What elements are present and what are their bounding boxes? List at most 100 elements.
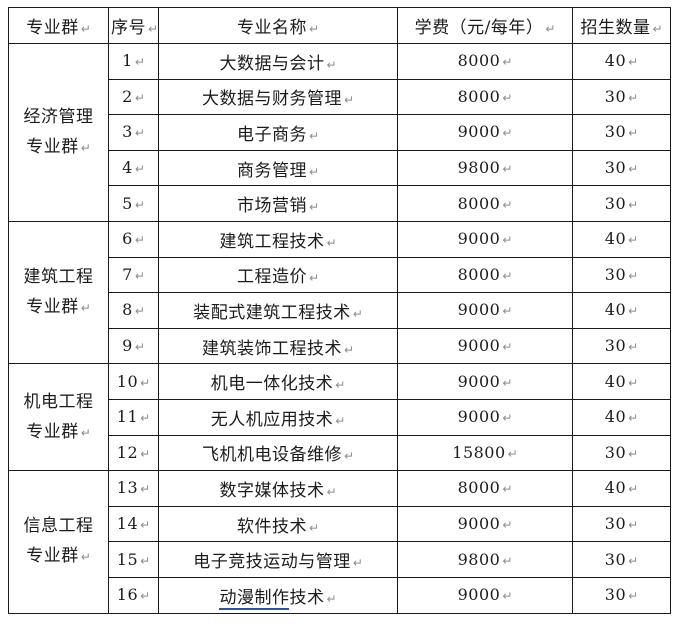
row-number: 4 bbox=[122, 158, 133, 178]
row-number-cell: 15 ↵ bbox=[108, 541, 159, 578]
major-name: 机电一体化技术 bbox=[210, 374, 334, 395]
table-row: 信息工程专业群 ↵ 13 ↵ 数字媒体技术 ↵ 8000 ↵ 40 ↵ bbox=[8, 470, 671, 614]
cell-end-mark: ↵ bbox=[80, 425, 91, 440]
cell-end-mark: ↵ bbox=[628, 197, 639, 212]
group-cell: 机电工程专业群 ↵ bbox=[8, 363, 109, 472]
major-name: 商务管理 bbox=[236, 160, 307, 181]
cell-end-mark: ↵ bbox=[628, 375, 639, 390]
group-cell: 建筑工程专业群 ↵ bbox=[8, 220, 109, 365]
cell-end-mark: ↵ bbox=[80, 140, 91, 155]
cell-end-mark: ↵ bbox=[335, 378, 346, 393]
cell-end-mark: ↵ bbox=[502, 197, 513, 212]
group-name: 建筑工程专业群 bbox=[23, 267, 94, 318]
header-row: 专业群 ↵ 序号 ↵ 专业名称 ↵ 学费（元/每年） ↵ 招生数量 ↵ bbox=[8, 7, 671, 44]
cell-end-mark: ↵ bbox=[343, 93, 355, 108]
table-row: 5 ↵ 市场营销 ↵ 8000 ↵ 30 ↵ bbox=[9, 185, 671, 222]
tuition-cell: 8000 ↵ bbox=[397, 470, 573, 507]
cell-end-mark: ↵ bbox=[134, 304, 145, 319]
cell-end-mark: ↵ bbox=[502, 268, 513, 283]
tuition-value: 9800 bbox=[457, 549, 501, 569]
quota-value: 40 bbox=[604, 300, 627, 320]
table-row: 11 ↵ 无人机应用技术 ↵ 9000 ↵ 40 ↵ bbox=[9, 398, 671, 436]
table-row: 2 ↵ 大数据与财务管理 ↵ 8000 ↵ 30 ↵ bbox=[9, 78, 671, 116]
quota-cell: 30 ↵ bbox=[572, 149, 671, 187]
header-tuition: 学费（元/每年） ↵ bbox=[397, 7, 573, 44]
major-name-cell: 无人机应用技术 ↵ bbox=[158, 398, 398, 436]
cell-end-mark: ↵ bbox=[308, 164, 320, 179]
cell-end-mark: ↵ bbox=[628, 518, 639, 533]
row-number: 9 bbox=[122, 336, 133, 356]
cell-end-mark: ↵ bbox=[148, 22, 159, 36]
tuition-cell: 8000 ↵ bbox=[397, 185, 573, 222]
cell-end-mark: ↵ bbox=[628, 446, 639, 461]
cell-end-mark: ↵ bbox=[628, 340, 639, 355]
quota-value: 30 bbox=[604, 264, 627, 284]
cell-end-mark: ↵ bbox=[134, 340, 145, 355]
quota-cell: 30 ↵ bbox=[572, 327, 671, 365]
quota-value: 40 bbox=[604, 229, 627, 249]
major-name: 技术 bbox=[289, 587, 325, 608]
quota-cell: 30 ↵ bbox=[572, 576, 671, 614]
cell-end-mark: ↵ bbox=[502, 589, 513, 604]
tuition-cell: 8000 ↵ bbox=[397, 43, 573, 80]
row-number-cell: 9 ↵ bbox=[108, 327, 159, 365]
cell-end-mark: ↵ bbox=[308, 22, 320, 36]
cell-end-mark: ↵ bbox=[343, 342, 355, 357]
quota-value: 30 bbox=[604, 158, 627, 178]
tuition-value: 9000 bbox=[457, 336, 501, 356]
cell-end-mark: ↵ bbox=[140, 375, 151, 390]
cell-end-mark: ↵ bbox=[502, 126, 513, 141]
tuition-value: 9800 bbox=[457, 158, 501, 178]
quota-cell: 40 ↵ bbox=[572, 220, 671, 258]
header-group-label: 专业群 bbox=[26, 18, 79, 38]
tuition-cell: 9000 ↵ bbox=[397, 363, 573, 400]
header-quota-label: 招生数量 bbox=[580, 18, 651, 38]
table-row: 机电工程专业群 ↵ 10 ↵ 机电一体化技术 ↵ 9000 ↵ 40 ↵ bbox=[8, 363, 671, 472]
header-index: 序号 ↵ bbox=[108, 7, 159, 44]
cell-end-mark: ↵ bbox=[308, 200, 320, 215]
cell-end-mark: ↵ bbox=[502, 340, 513, 355]
row-number: 13 bbox=[116, 478, 139, 498]
major-name: 飞机机电设备维修 bbox=[201, 445, 342, 466]
cell-end-mark: ↵ bbox=[628, 233, 639, 248]
row-number-cell: 8 ↵ bbox=[108, 292, 159, 329]
cell-end-mark: ↵ bbox=[628, 411, 639, 426]
row-number: 6 bbox=[122, 229, 133, 249]
cell-end-mark: ↵ bbox=[134, 197, 145, 212]
row-number: 15 bbox=[116, 549, 139, 569]
row-number: 16 bbox=[116, 585, 139, 605]
major-name-cell: 建筑工程技术 ↵ bbox=[158, 220, 398, 258]
header-quota: 招生数量 ↵ bbox=[572, 7, 671, 44]
cell-end-mark: ↵ bbox=[80, 550, 91, 565]
header-group: 专业群 ↵ bbox=[8, 7, 109, 44]
major-name: 无人机应用技术 bbox=[210, 409, 334, 430]
major-name-link[interactable]: 动漫制作 bbox=[219, 587, 290, 610]
row-number: 12 bbox=[116, 442, 139, 462]
major-name-cell: 飞机机电设备维修 ↵ bbox=[158, 434, 398, 472]
quota-value: 40 bbox=[604, 51, 627, 71]
cell-end-mark: ↵ bbox=[134, 55, 145, 70]
tuition-value: 9000 bbox=[457, 371, 501, 391]
quota-value: 30 bbox=[604, 193, 627, 213]
tuition-value: 9000 bbox=[457, 300, 501, 320]
major-name: 电子竞技运动与管理 bbox=[193, 552, 351, 573]
cell-end-mark: ↵ bbox=[326, 484, 337, 499]
cell-end-mark: ↵ bbox=[326, 57, 337, 72]
quota-cell: 30 ↵ bbox=[572, 78, 671, 116]
cell-end-mark: ↵ bbox=[502, 411, 513, 426]
table-row: 16 ↵ 动漫制作技术 ↵ 9000 ↵ 30 ↵ bbox=[9, 576, 671, 614]
tuition-cell: 9000 ↵ bbox=[397, 398, 573, 436]
quota-cell: 30 ↵ bbox=[572, 185, 671, 222]
table-row: 4 ↵ 商务管理 ↵ 9800 ↵ 30 ↵ bbox=[9, 149, 671, 187]
table-header: 专业群 ↵ 序号 ↵ 专业名称 ↵ 学费（元/每年） ↵ 招生数量 ↵ bbox=[8, 7, 671, 44]
table-row: 9 ↵ 建筑装饰工程技术 ↵ 9000 ↵ 30 ↵ bbox=[9, 327, 671, 365]
major-name: 装配式建筑工程技术 bbox=[193, 302, 351, 323]
row-number-cell: 4 ↵ bbox=[108, 149, 159, 187]
row-number: 1 bbox=[122, 51, 133, 71]
row-number: 5 bbox=[122, 193, 133, 213]
cell-end-mark: ↵ bbox=[502, 55, 513, 70]
quota-cell: 40 ↵ bbox=[572, 363, 671, 400]
cell-end-mark: ↵ bbox=[502, 233, 513, 248]
table-row: 14 ↵ 软件技术 ↵ 9000 ↵ 30 ↵ bbox=[9, 505, 671, 543]
cell-end-mark: ↵ bbox=[308, 271, 320, 286]
